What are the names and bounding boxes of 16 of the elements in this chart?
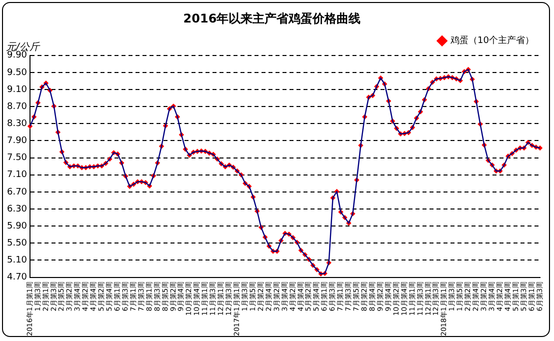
y-tick-label: 6.70 [6,187,28,198]
y-tick-label: 5.90 [6,221,28,232]
y-tick-label: 7.10 [6,170,28,180]
y-tick-label: 4.70 [6,272,28,283]
y-tick-label: 9.50 [6,68,28,78]
y-tick-label: 9.90 [6,50,28,61]
chart-title: 2016年以来主产省鸡蛋价格曲线 [183,11,361,26]
y-tick-label: 5.50 [6,238,28,248]
legend-label: 鸡蛋（10个主产省） [450,35,534,46]
y-tick-label: 9.10 [6,84,28,95]
y-tick-label: 7.90 [6,136,28,146]
y-tick-label: 6.30 [6,204,28,214]
y-tick-label: 7.50 [6,153,28,164]
y-tick-label: 8.30 [6,119,28,130]
y-tick-label: 5.10 [6,256,28,266]
y-tick-label: 8.70 [6,102,28,112]
